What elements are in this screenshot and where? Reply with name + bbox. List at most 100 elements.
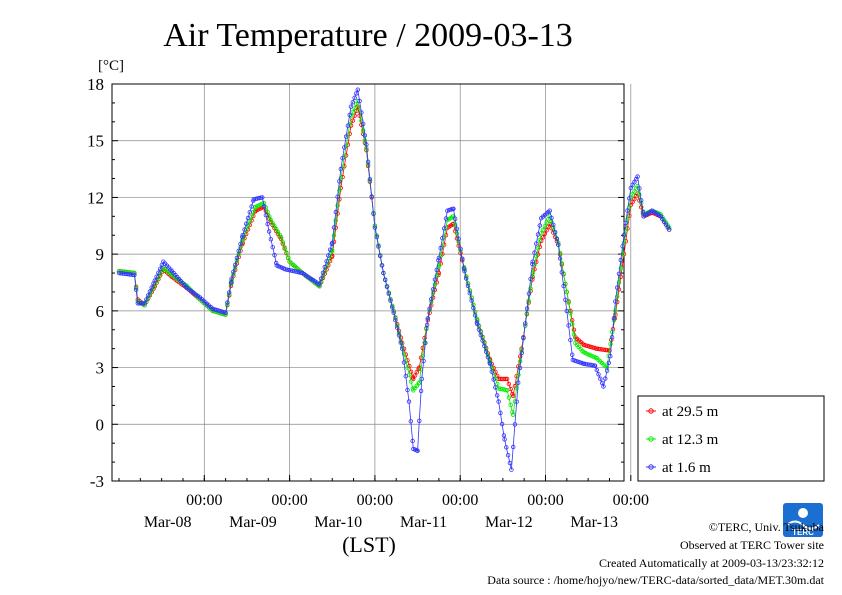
data-point	[229, 276, 234, 281]
data-point	[357, 113, 362, 118]
data-point	[357, 98, 362, 104]
data-point	[621, 240, 627, 245]
data-point	[640, 209, 646, 215]
data-point	[601, 384, 606, 389]
data-point	[263, 212, 269, 218]
data-point	[342, 145, 347, 150]
data-point	[559, 261, 564, 266]
data-point	[514, 385, 519, 391]
data-point	[407, 372, 412, 377]
data-point	[350, 100, 355, 105]
data-point	[566, 300, 571, 305]
data-point	[478, 332, 483, 338]
data-point	[393, 318, 398, 323]
series-3	[116, 87, 672, 472]
data-point	[498, 410, 503, 416]
data-point	[504, 388, 510, 393]
data-point	[354, 91, 359, 96]
data-point	[618, 257, 623, 263]
data-point	[331, 225, 337, 230]
x-axis: 00:00 Mar-08 00:00 Mar-09 00:00 Mar-10 00:00 Ma…	[118, 475, 649, 531]
data-point	[524, 306, 530, 311]
data-point	[343, 134, 349, 139]
data-point	[627, 205, 632, 210]
data-point	[530, 270, 535, 276]
x-tick-time-label: 00:00	[527, 492, 563, 509]
legend-label: at 1.6 m	[662, 460, 711, 476]
data-point	[637, 192, 642, 197]
data-point	[627, 213, 632, 218]
data-point	[359, 110, 364, 115]
data-point	[412, 373, 418, 378]
data-point	[405, 387, 410, 393]
data-point	[596, 372, 601, 377]
data-point	[639, 198, 644, 203]
data-point	[532, 267, 537, 272]
data-point	[501, 376, 507, 382]
data-point	[480, 338, 485, 343]
data-point	[361, 121, 366, 127]
data-point	[528, 286, 533, 291]
data-point	[386, 291, 391, 296]
data-point	[418, 388, 424, 394]
data-point	[608, 354, 613, 359]
data-point	[571, 327, 577, 332]
data-point	[535, 245, 541, 251]
data-point	[499, 421, 505, 427]
y-tick-label: 18	[87, 75, 104, 94]
y-tick-label: 3	[96, 359, 105, 378]
data-point	[242, 227, 247, 232]
data-point	[234, 255, 240, 260]
data-point	[460, 256, 465, 261]
plot-frame	[111, 83, 625, 482]
data-point	[395, 325, 400, 330]
data-point	[265, 209, 270, 215]
data-point	[266, 229, 272, 234]
data-point	[489, 365, 494, 370]
data-point	[535, 232, 541, 237]
created-at-text: Created Automatically at 2009-03-13/23:3…	[599, 556, 824, 570]
data-point	[502, 437, 507, 442]
x-tick-time-label: 00:00	[613, 492, 649, 509]
data-point	[639, 204, 644, 210]
data-point	[408, 419, 413, 424]
data-point	[361, 128, 366, 133]
data-point	[526, 298, 531, 304]
data-point	[620, 244, 625, 249]
data-point	[487, 361, 493, 366]
data-point	[637, 186, 642, 191]
data-point	[417, 418, 422, 423]
data-point	[432, 282, 438, 287]
data-point	[514, 399, 519, 404]
data-point	[274, 260, 279, 266]
data-point	[530, 261, 535, 267]
data-point	[521, 336, 526, 341]
legend-box	[637, 395, 825, 482]
data-point	[623, 220, 628, 226]
x-axis-label: (LST)	[342, 532, 396, 557]
data-point	[508, 386, 513, 392]
data-series	[116, 87, 672, 472]
data-point	[509, 467, 514, 472]
data-point	[322, 264, 327, 270]
data-point	[278, 234, 284, 240]
data-point	[561, 283, 566, 289]
data-point	[557, 256, 563, 261]
logo-drop-icon	[798, 508, 808, 518]
logo-text: TERC	[792, 528, 814, 537]
data-point	[420, 353, 425, 359]
y-axis: -3 0 3 6 9 12 15 18	[87, 75, 624, 491]
data-point	[144, 297, 149, 302]
data-point	[240, 234, 245, 240]
data-point	[625, 208, 630, 213]
data-point	[604, 365, 610, 370]
data-point	[129, 272, 134, 277]
data-point	[608, 341, 613, 347]
data-source-text: Data source : /home/hojyo/new/TERC-data/…	[487, 573, 824, 587]
data-point	[557, 250, 563, 256]
data-point	[410, 438, 415, 444]
legend-entry: at 1.6 m	[646, 460, 711, 476]
data-point	[458, 246, 463, 251]
data-point	[401, 360, 407, 365]
data-point	[554, 236, 560, 242]
